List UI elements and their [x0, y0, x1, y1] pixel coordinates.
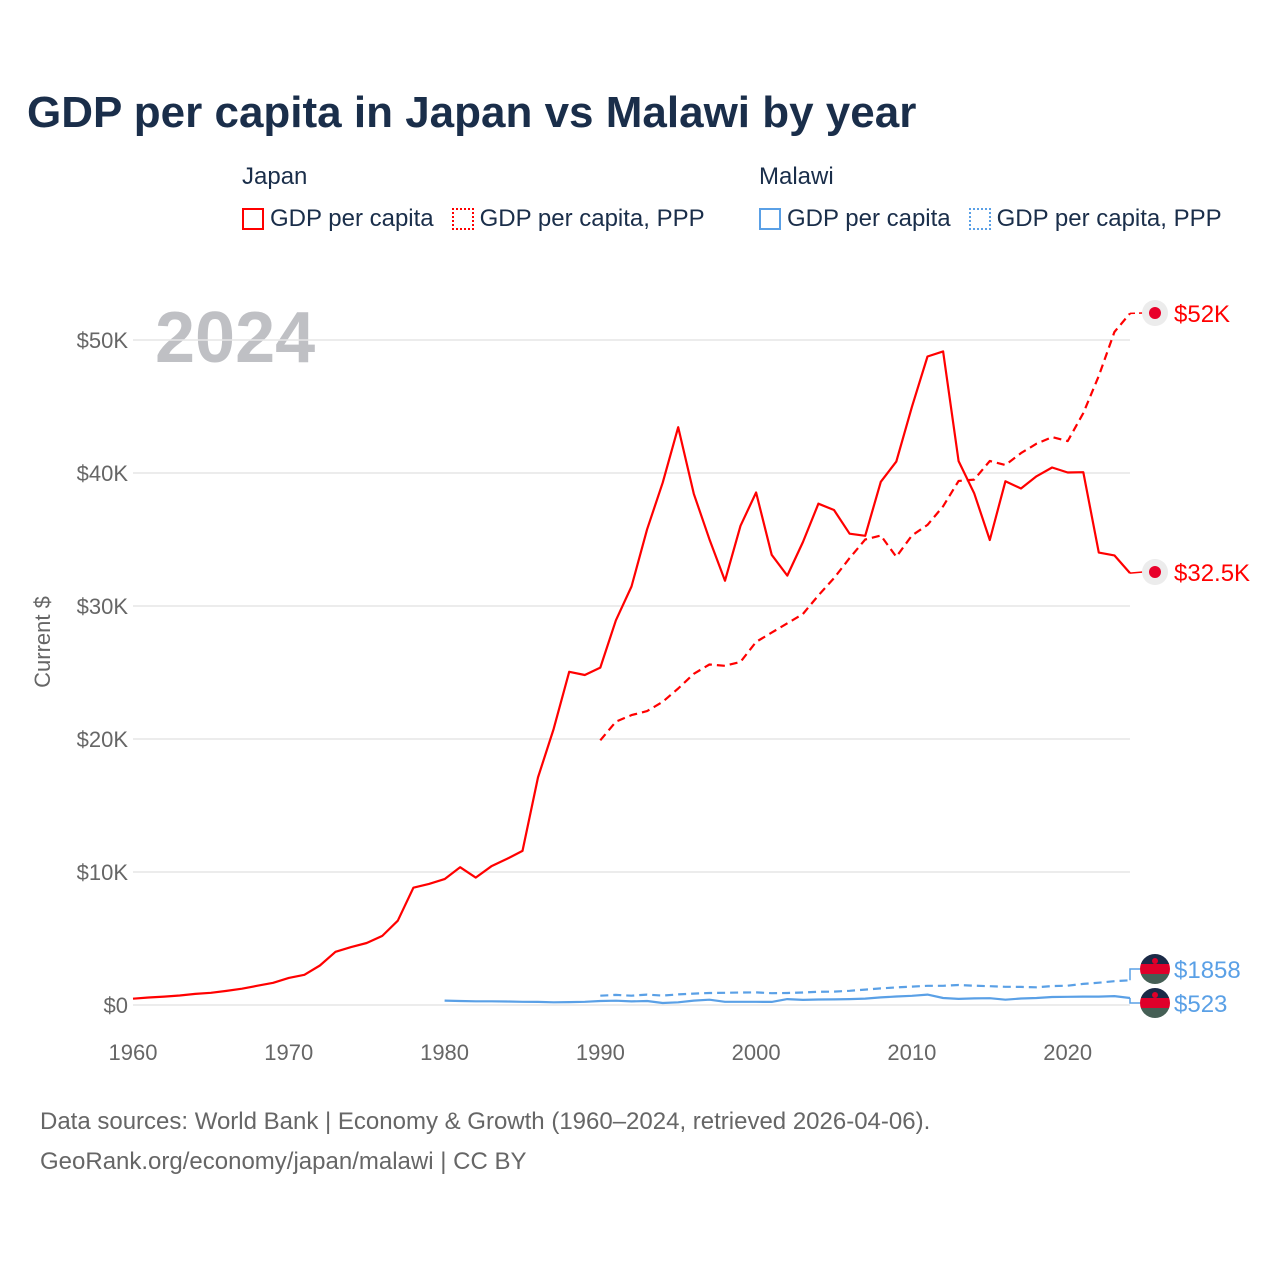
year-badge: 2024 [155, 298, 315, 378]
legend-label: GDP per capita [787, 205, 951, 232]
legend-label: GDP per capita, PPP [479, 205, 705, 232]
end-connector [1129, 998, 1140, 1004]
y-tick-label: $30K [77, 594, 129, 619]
x-tick-label: 1970 [264, 1040, 313, 1065]
y-tick-label: $10K [77, 860, 129, 885]
x-tick-label: 2020 [1043, 1040, 1092, 1065]
legend-swatch-solid [759, 208, 781, 230]
x-tick-label: 2010 [887, 1040, 936, 1065]
malawi-flag-icon [1140, 988, 1170, 1018]
flag-sun [1152, 992, 1158, 998]
y-tick-label: $40K [77, 461, 129, 486]
end-value-label: $52K [1174, 301, 1230, 328]
series-line-1 [599, 312, 1131, 742]
legend-item-malawi-gdp[interactable]: GDP per capita [759, 205, 951, 233]
legend-swatch-dotted [451, 208, 474, 230]
legend-country-japan: Japan [242, 163, 308, 190]
end-connector [1129, 571, 1144, 574]
end-value-label: $1858 [1174, 957, 1241, 984]
legend-country-malawi: Malawi [759, 163, 834, 190]
series-line-3 [600, 979, 1131, 997]
series-line-2 [444, 993, 1131, 1005]
footer-sources: Data sources: World Bank | Economy & Gro… [40, 1108, 931, 1135]
end-marker-dot [1149, 307, 1161, 319]
legend-japan: Japan GDP per capita GDP per capita, PPP [242, 163, 723, 233]
legend-item-japan-gdp[interactable]: GDP per capita [242, 205, 434, 233]
y-axis-label: Current $ [30, 596, 55, 688]
end-marker-dot [1149, 566, 1161, 578]
x-tick-label: 2000 [732, 1040, 781, 1065]
legend-malawi: Malawi GDP per capita GDP per capita, PP… [759, 163, 1240, 233]
x-tick-label: 1990 [576, 1040, 625, 1065]
flag-stripe-red [1140, 998, 1170, 1008]
malawi-flag-icon [1140, 954, 1170, 984]
end-connector [1129, 968, 1140, 981]
legend-item-japan-ppp[interactable]: GDP per capita, PPP [451, 205, 705, 233]
legend-swatch-solid [242, 208, 264, 230]
x-tick-label: 1980 [420, 1040, 469, 1065]
series-line-0 [132, 350, 1131, 1000]
legend-label: GDP per capita, PPP [996, 205, 1222, 232]
x-tick-label: 1960 [109, 1040, 158, 1065]
y-tick-label: $50K [77, 328, 129, 353]
legend-item-malawi-ppp[interactable]: GDP per capita, PPP [968, 205, 1222, 233]
flag-sun [1152, 958, 1158, 964]
legend-label: GDP per capita [270, 205, 434, 232]
chart-title: GDP per capita in Japan vs Malawi by yea… [27, 88, 917, 137]
y-tick-label: $20K [77, 727, 129, 752]
end-value-label: $523 [1174, 991, 1227, 1018]
flag-stripe-green [1140, 1008, 1170, 1018]
flag-stripe-red [1140, 964, 1170, 974]
footer-link[interactable]: GeoRank.org/economy/japan/malawi | CC BY [40, 1148, 527, 1175]
flag-stripe-green [1140, 974, 1170, 984]
end-value-label: $32.5K [1174, 560, 1250, 587]
y-tick-label: $0 [104, 993, 128, 1018]
legend-swatch-dotted [968, 208, 991, 230]
